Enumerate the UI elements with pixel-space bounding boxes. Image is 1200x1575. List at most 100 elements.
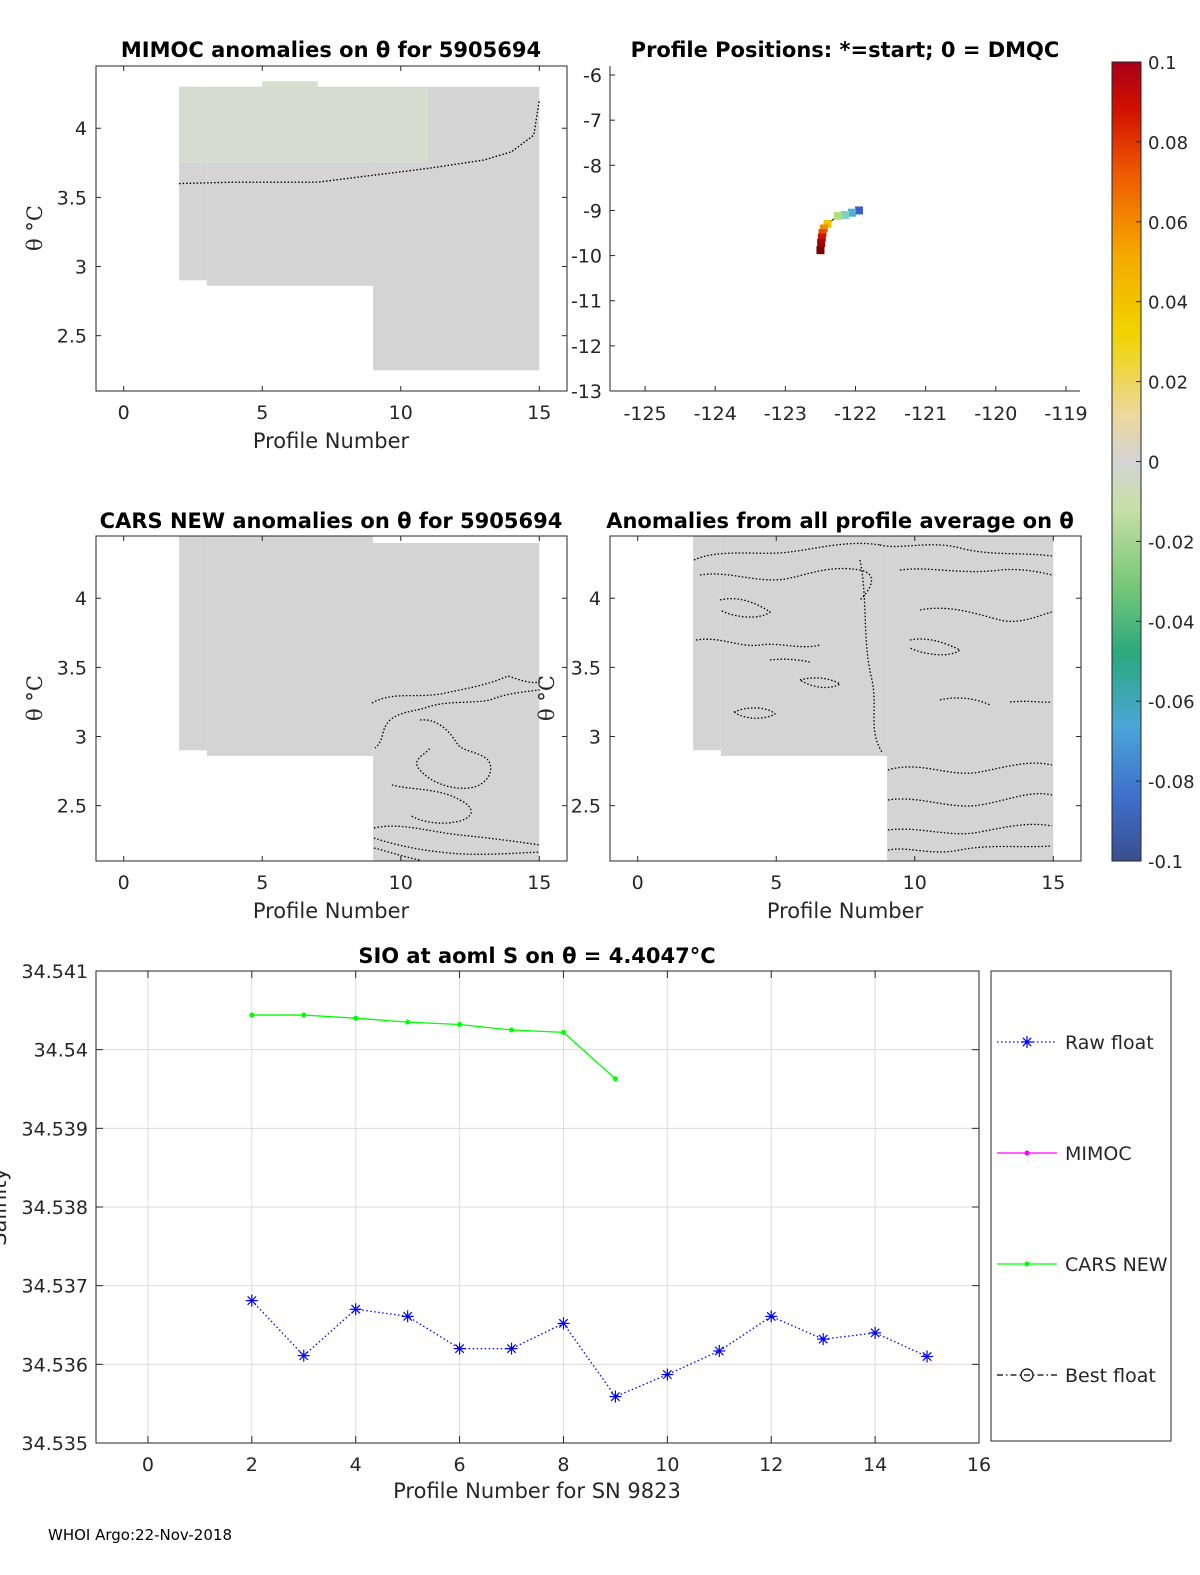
raw-float-marker xyxy=(351,1304,361,1314)
mimoc-x-axis: 0 5 10 15 xyxy=(118,66,551,424)
positions-xtick-label: -124 xyxy=(694,403,737,425)
mimoc-xtick-label: 0 xyxy=(118,402,130,424)
positions-ytick-label: -7 xyxy=(583,110,602,132)
positions-title: Profile Positions: *=start; 0 = DMQC xyxy=(631,38,1060,62)
salinity-xtick-label: 12 xyxy=(759,1454,783,1476)
cars-new-marker xyxy=(457,1021,463,1027)
colorbar-ticks: 0.1 0.08 0.06 0.04 0.02 0 -0.02 -0.04 -0.06 -0.08… xyxy=(1136,53,1195,873)
colorbar-tick-label: -0.08 xyxy=(1148,772,1195,793)
colorbar-tick-label: 0.04 xyxy=(1148,293,1188,314)
salinity-xlabel: Profile Number for SN 9823 xyxy=(393,1479,681,1503)
allprofile-contour-17 xyxy=(799,677,842,689)
salinity-y-axis: 34.535 34.536 34.537 34.538 34.539 34.54 34.54… xyxy=(22,961,979,1455)
allprofile-xtick-label: 0 xyxy=(632,872,644,894)
mimoc-y-axis: 2.5 3 3.5 4 xyxy=(57,118,567,348)
raw-float-marker xyxy=(870,1328,880,1338)
positions-panel: Profile Positions: *=start; 0 = DMQC -12… xyxy=(571,38,1088,425)
positions-point xyxy=(848,208,857,217)
mimoc-zero-contour xyxy=(179,100,540,185)
colorbar-tick-label: -0.1 xyxy=(1148,852,1183,873)
colorbar-tick-label: 0.06 xyxy=(1148,213,1188,234)
raw-float-marker xyxy=(610,1391,621,1402)
raw-float-marker xyxy=(454,1343,465,1354)
mimoc-ytick-label: 2.5 xyxy=(57,326,87,348)
cars-ytick-label: 2.5 xyxy=(57,796,87,818)
allprofile-x-axis: 0 5 10 15 xyxy=(632,536,1065,894)
salinity-xtick-label: 14 xyxy=(863,1454,887,1476)
cars-xtick-label: 10 xyxy=(389,872,413,894)
mimoc-title: MIMOC anomalies on θ for 5905694 xyxy=(121,38,541,62)
positions-ytick-label: -8 xyxy=(583,155,602,177)
mimoc-ytick-label: 3 xyxy=(75,257,87,279)
mimoc-xtick-label: 5 xyxy=(256,402,268,424)
allprofile-xlabel: Profile Number xyxy=(767,899,924,923)
cars-ylabel: θ °C xyxy=(23,675,47,721)
mimoc-tint-cell xyxy=(262,81,318,87)
mimoc-ylabel: θ °C xyxy=(23,205,47,251)
cars-ytick-label: 4 xyxy=(75,588,87,610)
positions-point xyxy=(819,224,828,233)
positions-ytick-label: -12 xyxy=(571,336,602,358)
positions-ytick-label: -6 xyxy=(583,65,602,87)
positions-xtick-label: -123 xyxy=(764,403,807,425)
positions-point xyxy=(855,206,864,215)
cars-new-marker xyxy=(509,1027,515,1033)
allprofile-contour-5 xyxy=(879,544,1053,557)
mimoc-ytick-label: 3.5 xyxy=(57,187,87,209)
salinity-legend-box xyxy=(990,970,1172,1442)
salinity-legend: Raw float MIMOC CARS NEW Best float xyxy=(997,1032,1168,1387)
allprofile-contour-4 xyxy=(859,559,883,753)
legend-mimoc-marker xyxy=(1024,1150,1030,1156)
allprofile-heatmap xyxy=(693,536,1054,861)
salinity-panel: SIO at aoml S on θ = 4.4047°C 0 2 4 6 8 10 12 1… xyxy=(0,944,1172,1503)
cars-ytick-label: 3 xyxy=(75,727,87,749)
positions-point xyxy=(816,246,825,255)
salinity-xtick-label: 4 xyxy=(350,1454,362,1476)
allprofile-contour-3 xyxy=(719,598,772,618)
salinity-ytick-label: 34.535 xyxy=(22,1433,88,1455)
cars-heatmap xyxy=(179,536,540,861)
allprofile-cell xyxy=(720,536,888,756)
cars-xtick-label: 0 xyxy=(118,872,130,894)
cars-title: CARS NEW anomalies on θ for 5905694 xyxy=(100,509,563,533)
positions-ytick-label: -13 xyxy=(571,381,602,403)
allprofile-ylabel: θ °C xyxy=(535,675,559,721)
colorbar-tick-label: -0.04 xyxy=(1148,612,1195,633)
allprofile-contour-14 xyxy=(887,845,1053,853)
cars-contour-7 xyxy=(373,847,421,861)
allprofile-contour-12 xyxy=(887,793,1053,807)
cars-contour-3 xyxy=(416,719,492,789)
positions-point xyxy=(817,238,826,247)
colorbar-tick-label: -0.06 xyxy=(1148,692,1195,713)
legend-raw-float-label: Raw float xyxy=(1065,1032,1154,1054)
positions-xtick-label: -120 xyxy=(974,403,1017,425)
allprofile-contour-7 xyxy=(919,607,1053,622)
allprofile-contours xyxy=(693,542,1053,853)
cars-contour-2 xyxy=(374,689,541,749)
salinity-xtick-label: 6 xyxy=(454,1454,466,1476)
mimoc-axes-box xyxy=(95,65,568,392)
allprofile-panel: Anomalies from all profile average on θ … xyxy=(535,509,1082,923)
salinity-ytick-label: 34.537 xyxy=(22,1276,88,1298)
salinity-xtick-label: 8 xyxy=(557,1454,569,1476)
allprofile-cell xyxy=(693,536,721,751)
cars-contour-4 xyxy=(391,784,472,824)
mimoc-contour-line xyxy=(179,100,540,185)
allprofile-contour-13 xyxy=(887,823,1053,835)
allprofile-ytick-label: 3 xyxy=(589,727,601,749)
allprofile-ytick-label: 4 xyxy=(589,588,601,610)
positions-x-axis: -125 -124 -123 -122 -121 -120 -119 xyxy=(624,386,1088,425)
cars-ytick-label: 3.5 xyxy=(57,657,87,679)
salinity-xtick-label: 10 xyxy=(655,1454,679,1476)
cars-contour-6 xyxy=(373,837,541,855)
allprofile-contour-10 xyxy=(695,638,821,648)
cars-new-marker xyxy=(612,1076,618,1082)
raw-float-marker xyxy=(662,1369,672,1380)
raw-float-marker xyxy=(922,1351,932,1362)
allprofile-title: Anomalies from all profile average on θ xyxy=(606,509,1074,533)
salinity-title: SIO at aoml S on θ = 4.4047°C xyxy=(358,944,715,968)
mimoc-xtick-label: 15 xyxy=(527,402,551,424)
allprofile-xtick-label: 15 xyxy=(1041,872,1065,894)
mimoc-ytick-label: 4 xyxy=(75,118,87,140)
raw-float-marker xyxy=(299,1351,309,1361)
